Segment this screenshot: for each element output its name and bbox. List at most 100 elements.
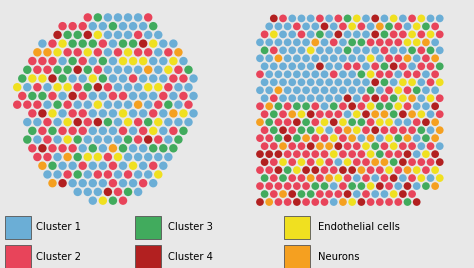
Circle shape	[73, 188, 82, 196]
Bar	[135, 245, 161, 268]
Circle shape	[124, 48, 132, 57]
Circle shape	[189, 109, 198, 118]
Circle shape	[427, 174, 434, 182]
Circle shape	[302, 23, 310, 30]
Circle shape	[344, 62, 351, 70]
Circle shape	[427, 126, 434, 134]
Circle shape	[418, 142, 425, 150]
Circle shape	[307, 142, 315, 150]
Circle shape	[376, 198, 383, 206]
Circle shape	[307, 79, 315, 86]
Circle shape	[353, 79, 361, 86]
Circle shape	[270, 190, 278, 198]
Circle shape	[119, 109, 127, 118]
Circle shape	[307, 110, 315, 118]
Circle shape	[99, 144, 107, 152]
Circle shape	[154, 135, 163, 144]
Circle shape	[159, 162, 167, 170]
Circle shape	[381, 142, 388, 150]
Circle shape	[390, 31, 398, 38]
Circle shape	[23, 100, 32, 109]
Circle shape	[129, 22, 137, 30]
Circle shape	[79, 92, 87, 100]
Circle shape	[408, 46, 416, 54]
Circle shape	[371, 46, 379, 54]
Text: Neurons: Neurons	[318, 252, 359, 262]
Circle shape	[48, 109, 57, 118]
Circle shape	[83, 170, 92, 179]
Circle shape	[390, 126, 398, 134]
Circle shape	[362, 14, 370, 22]
Circle shape	[124, 153, 132, 161]
Circle shape	[394, 23, 402, 30]
Circle shape	[134, 135, 142, 144]
Circle shape	[422, 70, 430, 78]
Circle shape	[284, 198, 292, 206]
Circle shape	[311, 182, 319, 190]
Circle shape	[144, 66, 153, 74]
Circle shape	[302, 86, 310, 94]
Circle shape	[325, 174, 333, 182]
Circle shape	[367, 86, 374, 94]
Circle shape	[288, 158, 296, 166]
Circle shape	[83, 135, 92, 144]
Circle shape	[279, 174, 287, 182]
Circle shape	[418, 79, 425, 86]
Circle shape	[330, 54, 337, 62]
Circle shape	[371, 158, 379, 166]
Circle shape	[93, 153, 102, 161]
Circle shape	[422, 118, 430, 126]
Circle shape	[129, 109, 137, 118]
Circle shape	[311, 150, 319, 158]
Circle shape	[316, 110, 324, 118]
Circle shape	[270, 142, 278, 150]
Circle shape	[335, 62, 342, 70]
Circle shape	[381, 110, 388, 118]
Circle shape	[89, 144, 97, 152]
Circle shape	[293, 70, 301, 78]
Circle shape	[431, 118, 439, 126]
Circle shape	[184, 83, 193, 91]
Circle shape	[109, 92, 117, 100]
Circle shape	[104, 153, 112, 161]
Circle shape	[139, 22, 147, 30]
Circle shape	[427, 79, 434, 86]
Circle shape	[43, 135, 52, 144]
Circle shape	[139, 179, 147, 187]
Circle shape	[139, 144, 147, 152]
Circle shape	[43, 153, 52, 161]
Circle shape	[330, 182, 337, 190]
Circle shape	[134, 48, 142, 57]
Circle shape	[436, 94, 444, 102]
Circle shape	[302, 166, 310, 174]
Circle shape	[93, 66, 102, 74]
Circle shape	[404, 198, 411, 206]
Circle shape	[174, 48, 182, 57]
Text: Cluster 3: Cluster 3	[168, 222, 213, 232]
Circle shape	[99, 92, 107, 100]
Circle shape	[316, 142, 324, 150]
Circle shape	[385, 70, 393, 78]
Circle shape	[109, 144, 117, 152]
Circle shape	[179, 57, 188, 65]
Circle shape	[399, 62, 407, 70]
Circle shape	[376, 86, 383, 94]
Circle shape	[298, 62, 305, 70]
Circle shape	[339, 166, 347, 174]
Circle shape	[288, 62, 296, 70]
Circle shape	[99, 109, 107, 118]
Circle shape	[353, 46, 361, 54]
Circle shape	[89, 162, 97, 170]
Circle shape	[79, 57, 87, 65]
Circle shape	[413, 86, 420, 94]
Circle shape	[325, 110, 333, 118]
Circle shape	[104, 135, 112, 144]
Circle shape	[154, 170, 163, 179]
Circle shape	[418, 158, 425, 166]
Circle shape	[307, 190, 315, 198]
Circle shape	[394, 54, 402, 62]
Circle shape	[43, 100, 52, 109]
Circle shape	[353, 142, 361, 150]
Circle shape	[124, 118, 132, 126]
Circle shape	[124, 83, 132, 91]
